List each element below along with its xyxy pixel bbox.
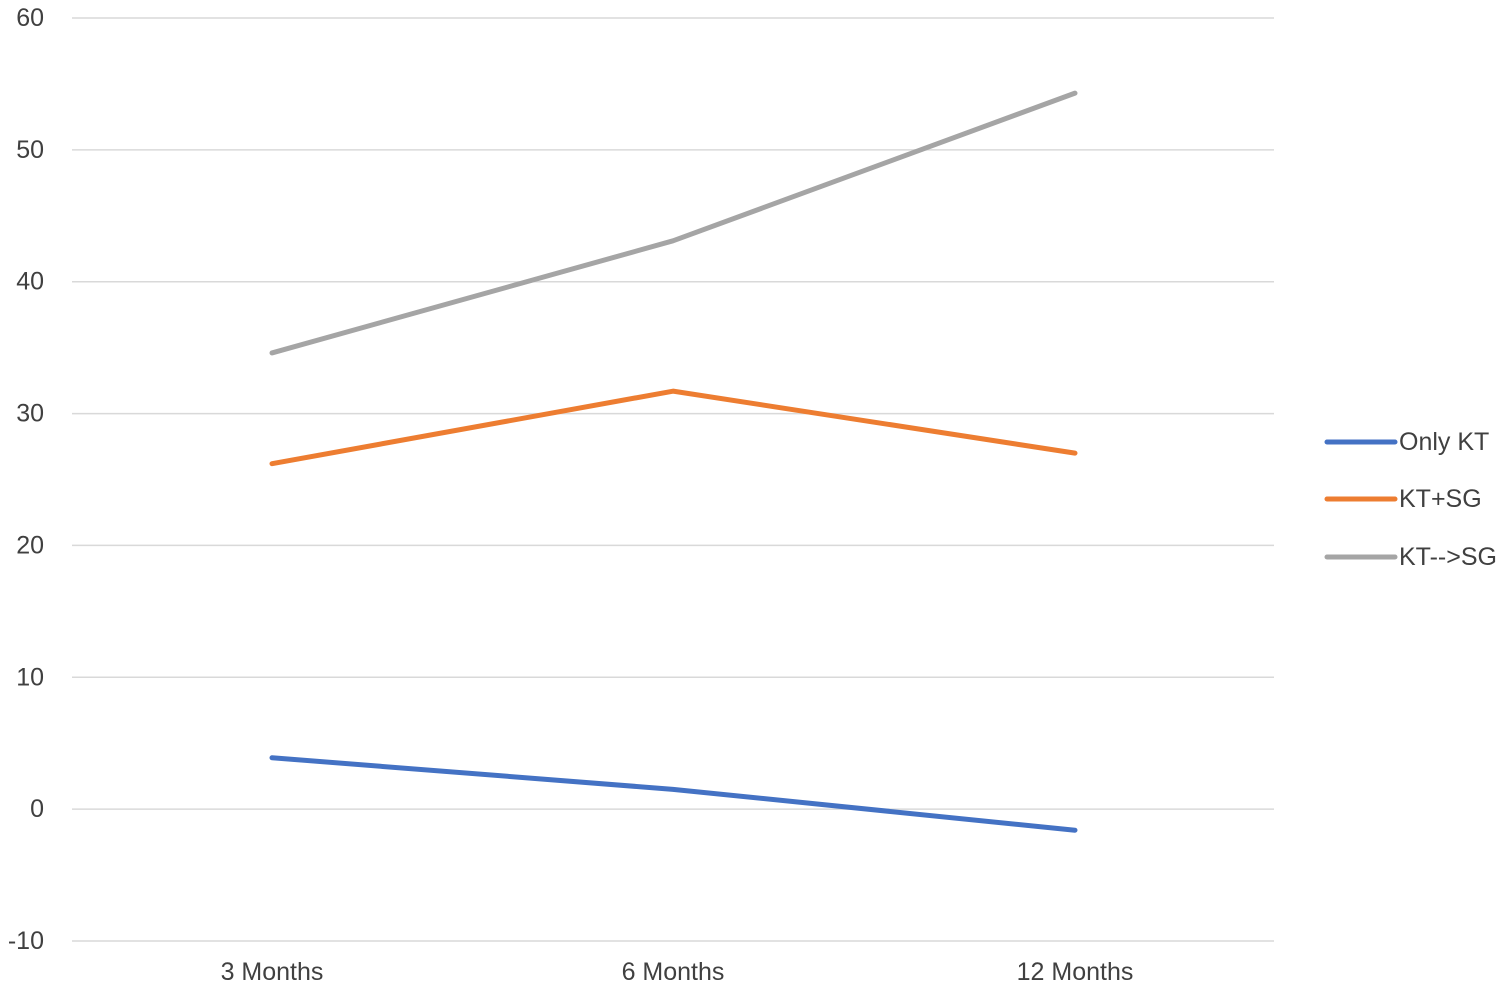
x-tick-label: 12 Months	[1017, 958, 1134, 986]
x-tick-label: 6 Months	[622, 958, 725, 986]
legend: Only KT KT+SG KT-->SG	[1324, 428, 1497, 571]
y-tick-label: 60	[16, 4, 44, 32]
y-tick-label: 50	[16, 136, 44, 164]
series-line-2	[269, 90, 1078, 356]
y-tick-label: 40	[16, 268, 44, 296]
series-line-1	[269, 388, 1078, 467]
y-tick-label: 10	[16, 663, 44, 691]
series-lines	[269, 90, 1078, 833]
y-tick-label: 0	[30, 795, 44, 823]
x-tick-label: 3 Months	[221, 958, 324, 986]
gridlines	[72, 17, 1274, 942]
legend-label: KT-->SG	[1399, 543, 1497, 571]
x-axis: 3 Months 6 Months 12 Months	[221, 958, 1134, 986]
y-axis: -10 0 10 20 30 40 50 60	[8, 4, 44, 955]
legend-label: Only KT	[1399, 428, 1489, 456]
y-tick-label: 30	[16, 400, 44, 428]
legend-label: KT+SG	[1399, 485, 1482, 513]
y-tick-label: 20	[16, 531, 44, 559]
y-tick-label: -10	[8, 927, 44, 955]
series-line-0	[269, 755, 1078, 833]
